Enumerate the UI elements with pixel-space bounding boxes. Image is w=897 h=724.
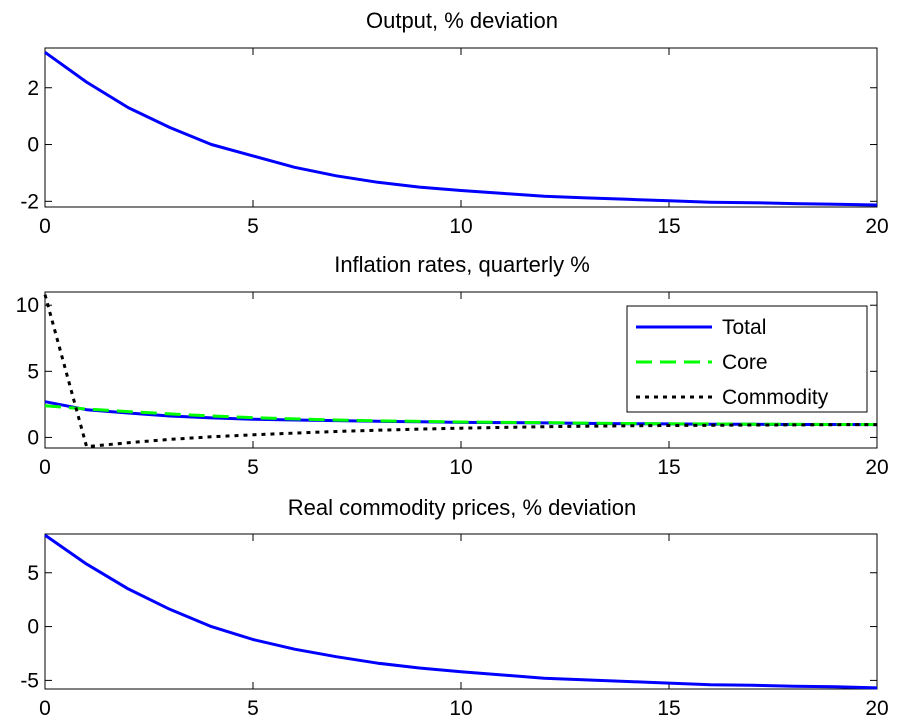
series-line-commodity — [43, 294, 878, 449]
y-tick-label: 0 — [27, 134, 39, 157]
panel-commodity-prices-series-group — [44, 533, 878, 690]
panel-inflation-series-group — [43, 294, 878, 449]
panel-output-series-group — [44, 51, 878, 207]
series-line-0 — [44, 533, 878, 690]
series-line-0 — [44, 51, 878, 207]
legend-box — [626, 305, 868, 413]
y-tick-label: 5 — [27, 562, 39, 585]
panel-commodity-prices-axes — [44, 533, 878, 690]
panel-output: Output, % deviation 0 5 10 15 20-202 — [20, 8, 888, 238]
y-tick-label: -5 — [20, 669, 39, 692]
x-tick-label: 15 — [657, 697, 680, 720]
x-tick-label: 0 — [39, 215, 51, 238]
panel-output-title: Output, % deviation — [366, 8, 558, 33]
panel-commodity-prices: Real commodity prices, % deviation 0 5 10 1… — [20, 495, 888, 720]
x-tick-label: 15 — [657, 215, 680, 238]
panel-inflation-title: Inflation rates, quarterly % — [334, 252, 590, 277]
y-tick-label: 5 — [27, 360, 39, 383]
panel-inflation-legend: Total Core Commodity — [626, 305, 868, 413]
x-tick-label: 5 — [247, 456, 259, 479]
x-tick-label: 20 — [865, 456, 888, 479]
y-tick-label: 10 — [16, 294, 39, 317]
panel-inflation-ticks: 0 5 10 15 20 0 5 10 — [16, 292, 889, 479]
y-tick-label: 0 — [27, 616, 39, 639]
legend-label-core: Core — [722, 351, 768, 374]
panel-commodity-prices-title: Real commodity prices, % deviation — [288, 495, 636, 520]
x-tick-label: 10 — [449, 456, 472, 479]
x-tick-label: 5 — [247, 215, 259, 238]
series-line-core — [44, 404, 877, 426]
panel-output-ticks: 0 5 10 15 20-202 — [20, 48, 889, 238]
y-tick-label: 2 — [27, 77, 39, 100]
x-tick-label: 20 — [865, 697, 888, 720]
x-tick-label: 15 — [657, 456, 680, 479]
x-tick-label: 0 — [39, 697, 51, 720]
y-tick-label: 0 — [27, 426, 39, 449]
y-tick-label: -2 — [20, 190, 39, 213]
x-tick-label: 10 — [449, 215, 472, 238]
x-tick-label: 10 — [449, 697, 472, 720]
panel-commodity-prices-ticks: 0 5 10 15 20-505 — [20, 534, 889, 720]
x-tick-label: 0 — [39, 456, 51, 479]
panel-inflation: Inflation rates, quarterly % 0 5 10 15 20 0 5 1… — [16, 252, 889, 479]
x-tick-label: 20 — [865, 215, 888, 238]
legend-label-total: Total — [722, 316, 766, 339]
legend-label-commodity: Commodity — [722, 386, 829, 409]
x-tick-label: 5 — [247, 697, 259, 720]
panel-output-axes — [44, 47, 878, 208]
